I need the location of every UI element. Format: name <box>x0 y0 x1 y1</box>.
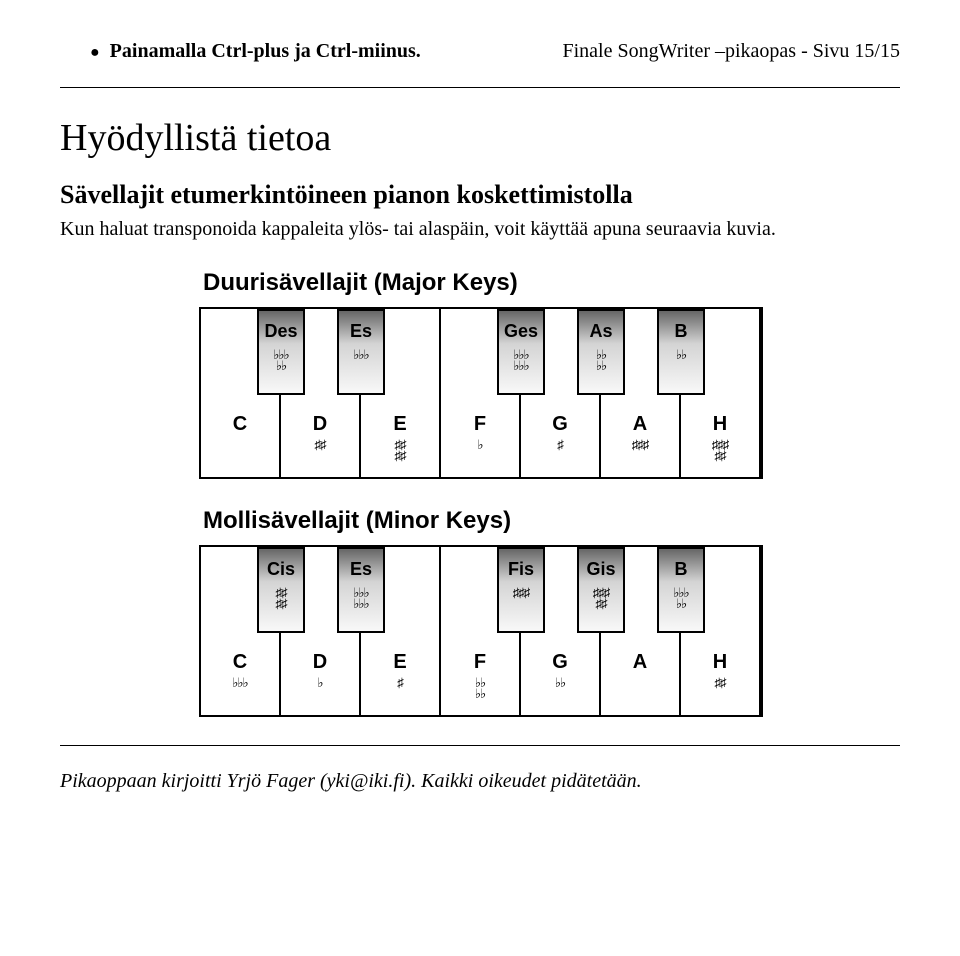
black-key-accidentals: ♭♭♭♭♭♭ <box>331 587 391 609</box>
diagram-major-title: Duurisävellajit (Major Keys) <box>203 269 765 297</box>
black-key-label: Fis <box>496 559 546 580</box>
black-key-accidentals: ♭♭♭♭♭ <box>251 349 311 371</box>
white-key-accidentals: ♯ <box>530 439 590 450</box>
black-key-accidentals: ♭♭ <box>651 349 711 360</box>
white-key-accidentals: ♭♭ <box>530 677 590 688</box>
bullet-text: Painamalla Ctrl-plus ja Ctrl-miinus. <box>110 40 421 63</box>
black-key: Fis♯♯♯ <box>497 547 545 633</box>
black-key: Es♭♭♭♭♭♭ <box>337 547 385 633</box>
white-key-accidentals: ♭♭♭ <box>210 677 270 688</box>
black-key: Des♭♭♭♭♭ <box>257 309 305 395</box>
white-key-label: D <box>295 651 345 674</box>
top-row: ● Painamalla Ctrl-plus ja Ctrl-miinus. F… <box>60 40 900 63</box>
black-key-label: Ges <box>496 321 546 342</box>
white-key-accidentals: ♭ <box>290 677 350 688</box>
white-key-label: H <box>695 651 745 674</box>
white-key-accidentals: ♯♯♯♯ <box>370 439 430 461</box>
white-key-label: F <box>455 413 505 436</box>
black-key-accidentals: ♭♭♭♭♭ <box>651 587 711 609</box>
black-key-label: Es <box>336 321 386 342</box>
black-key-label: B <box>656 559 706 580</box>
white-key-label: H <box>695 413 745 436</box>
black-key: Es♭♭♭ <box>337 309 385 395</box>
black-key-label: Es <box>336 559 386 580</box>
white-key-accidentals: ♯♯♯ <box>610 439 670 450</box>
white-key-label: D <box>295 413 345 436</box>
footer-text: Pikaoppaan kirjoitti Yrjö Fager (yki@iki… <box>60 770 900 793</box>
white-key-label: G <box>535 651 585 674</box>
black-key-label: Gis <box>576 559 626 580</box>
white-key-label: E <box>375 651 425 674</box>
divider-top <box>60 87 900 88</box>
page-label: Finale SongWriter –pikaopas - Sivu 15/15 <box>563 40 901 63</box>
black-key-accidentals: ♭♭♭♭♭♭ <box>491 349 551 371</box>
black-key-label: Cis <box>256 559 306 580</box>
white-key-label: C <box>215 651 265 674</box>
white-key-label: A <box>615 651 665 674</box>
keyboard-minor: C♭♭♭D♭E♯F♭♭♭♭G♭♭AH♯♯Cis♯♯♯♯Es♭♭♭♭♭♭Fis♯♯… <box>199 545 763 717</box>
black-key: B♭♭ <box>657 309 705 395</box>
section-subheading: Sävellajit etumerkintöineen pianon koske… <box>60 180 900 210</box>
white-key-label: E <box>375 413 425 436</box>
black-key-label: Des <box>256 321 306 342</box>
black-key-accidentals: ♯♯♯ <box>491 587 551 598</box>
white-key-accidentals: ♯♯ <box>690 677 750 688</box>
section-heading: Hyödyllistä tietoa <box>60 116 900 160</box>
black-key: Cis♯♯♯♯ <box>257 547 305 633</box>
black-key: B♭♭♭♭♭ <box>657 547 705 633</box>
white-key-label: F <box>455 651 505 674</box>
black-key-label: As <box>576 321 626 342</box>
black-key-accidentals: ♭♭♭ <box>331 349 391 360</box>
keyboard-major: CD♯♯E♯♯♯♯F♭G♯A♯♯♯H♯♯♯♯♯Des♭♭♭♭♭Es♭♭♭Ges♭… <box>199 307 763 479</box>
black-key-accidentals: ♭♭♭♭ <box>571 349 631 371</box>
white-key-label: A <box>615 413 665 436</box>
bullet-icon: ● <box>90 45 100 61</box>
black-key-accidentals: ♯♯♯♯♯ <box>571 587 631 609</box>
black-key-label: B <box>656 321 706 342</box>
diagram-minor-title: Mollisävellajit (Minor Keys) <box>203 507 765 535</box>
black-key: Ges♭♭♭♭♭♭ <box>497 309 545 395</box>
white-key-accidentals: ♭♭♭♭ <box>450 677 510 699</box>
white-key-label: C <box>215 413 265 436</box>
white-key-accidentals: ♭ <box>450 439 510 450</box>
section-body: Kun haluat transponoida kappaleita ylös-… <box>60 218 900 241</box>
black-key: Gis♯♯♯♯♯ <box>577 547 625 633</box>
bullet-line: ● Painamalla Ctrl-plus ja Ctrl-miinus. <box>60 40 421 63</box>
black-key-accidentals: ♯♯♯♯ <box>251 587 311 609</box>
white-key-accidentals: ♯♯♯♯♯ <box>690 439 750 461</box>
black-key: As♭♭♭♭ <box>577 309 625 395</box>
diagram-major: Duurisävellajit (Major Keys) CD♯♯E♯♯♯♯F♭… <box>195 269 765 479</box>
diagram-minor: Mollisävellajit (Minor Keys) C ♭♭♭ D ♭ E ♯ F ♭♭… <box>195 507 765 717</box>
divider-bottom <box>60 745 900 746</box>
white-key-accidentals: ♯♯ <box>290 439 350 450</box>
white-key-accidentals: ♯ <box>370 677 430 688</box>
white-key-label: G <box>535 413 585 436</box>
